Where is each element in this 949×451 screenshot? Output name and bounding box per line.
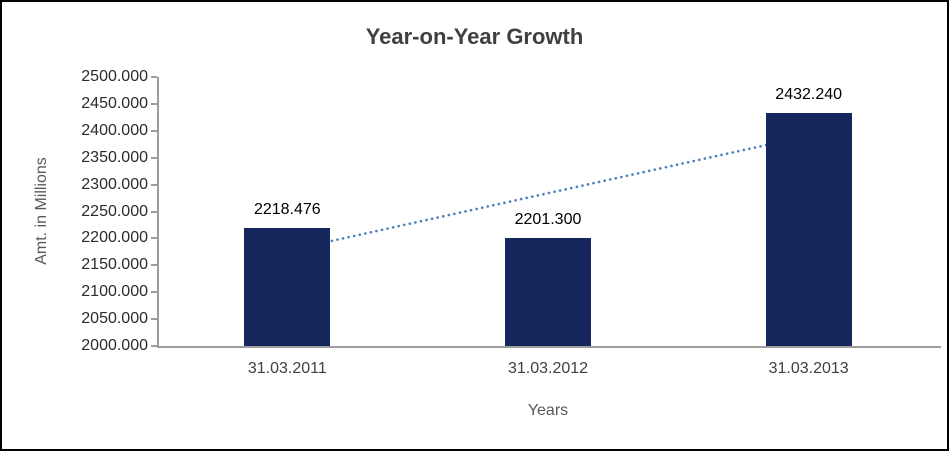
x-axis-title: Years	[527, 402, 569, 419]
y-tick-label: 2200.000	[81, 229, 148, 247]
bar	[244, 228, 331, 346]
y-tick-mark	[151, 183, 157, 186]
bar-value-label: 2432.240	[775, 86, 843, 104]
plot-area	[157, 77, 941, 348]
bar-value-label: 2218.476	[253, 201, 321, 219]
x-tick-label: 31.03.2013	[768, 360, 849, 377]
y-tick-mark	[151, 291, 157, 294]
y-tick-label: 2250.000	[81, 202, 148, 220]
y-tick-mark	[151, 102, 157, 105]
x-tick-label: 31.03.2011	[247, 360, 327, 377]
y-tick-label: 2050.000	[81, 310, 148, 328]
x-tick-label: 31.03.2012	[507, 360, 589, 377]
y-tick-label: 2450.000	[81, 94, 148, 112]
y-tick-label: 2300.000	[81, 175, 148, 193]
y-tick-mark	[151, 264, 157, 267]
y-tick-mark	[151, 129, 157, 132]
y-tick-mark	[151, 237, 157, 240]
y-tick-mark	[151, 345, 157, 347]
y-tick-mark	[151, 210, 157, 213]
y-tick-mark	[151, 76, 157, 78]
y-tick-label: 2000.000	[81, 337, 148, 354]
y-tick-label: 2100.000	[81, 283, 148, 301]
bar-value-label: 2201.300	[514, 210, 582, 228]
y-tick-label: 2350.000	[81, 148, 148, 166]
bar	[765, 113, 852, 346]
y-tick-label: 2400.000	[81, 121, 148, 139]
bar	[505, 237, 591, 346]
y-tick-label: 2500.000	[81, 68, 148, 85]
y-tick-label: 2150.000	[81, 256, 148, 274]
chart-title: Year-on-Year Growth	[365, 24, 584, 49]
y-tick-mark	[151, 156, 157, 159]
y-tick-mark	[151, 318, 157, 321]
